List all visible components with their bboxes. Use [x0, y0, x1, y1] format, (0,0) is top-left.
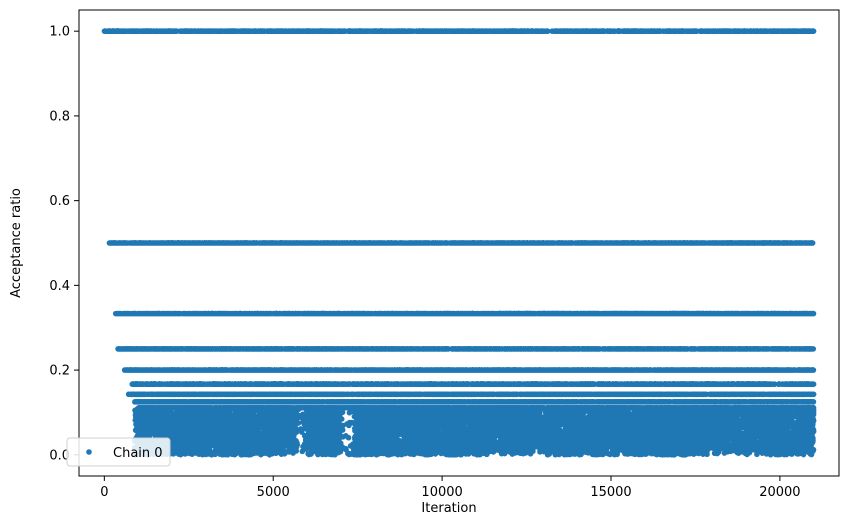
x-tick-label: 5000: [257, 485, 290, 500]
legend-box: [66, 437, 171, 467]
y-axis-label: Acceptance ratio: [9, 188, 24, 298]
x-tick-label: 10000: [421, 485, 462, 500]
x-tick-label: 15000: [590, 485, 631, 500]
y-tick-label: 0.8: [49, 109, 70, 124]
data-points: [101, 28, 817, 458]
y-tick-label: 0.4: [49, 279, 70, 294]
legend-marker: [86, 449, 92, 455]
y-tick-label: 0.6: [49, 194, 70, 209]
y-tick-label: 0.0: [49, 448, 70, 463]
x-tick-label: 20000: [759, 485, 800, 500]
y-axis-ticks: 0.0 0.2 0.4 0.6 0.8 1.0: [49, 25, 79, 463]
chain-0-points: [101, 28, 817, 458]
legend: Chain 0: [66, 437, 171, 467]
x-axis-ticks: 0 5000 10000 15000 20000: [100, 476, 801, 500]
legend-entry-chain-0: Chain 0: [113, 446, 163, 461]
axes-frame: [78, 9, 840, 477]
y-tick-label: 0.2: [49, 364, 70, 379]
x-tick-label: 0: [100, 485, 108, 500]
x-axis-label: Iteration: [421, 501, 476, 516]
y-tick-label: 1.0: [49, 25, 70, 40]
